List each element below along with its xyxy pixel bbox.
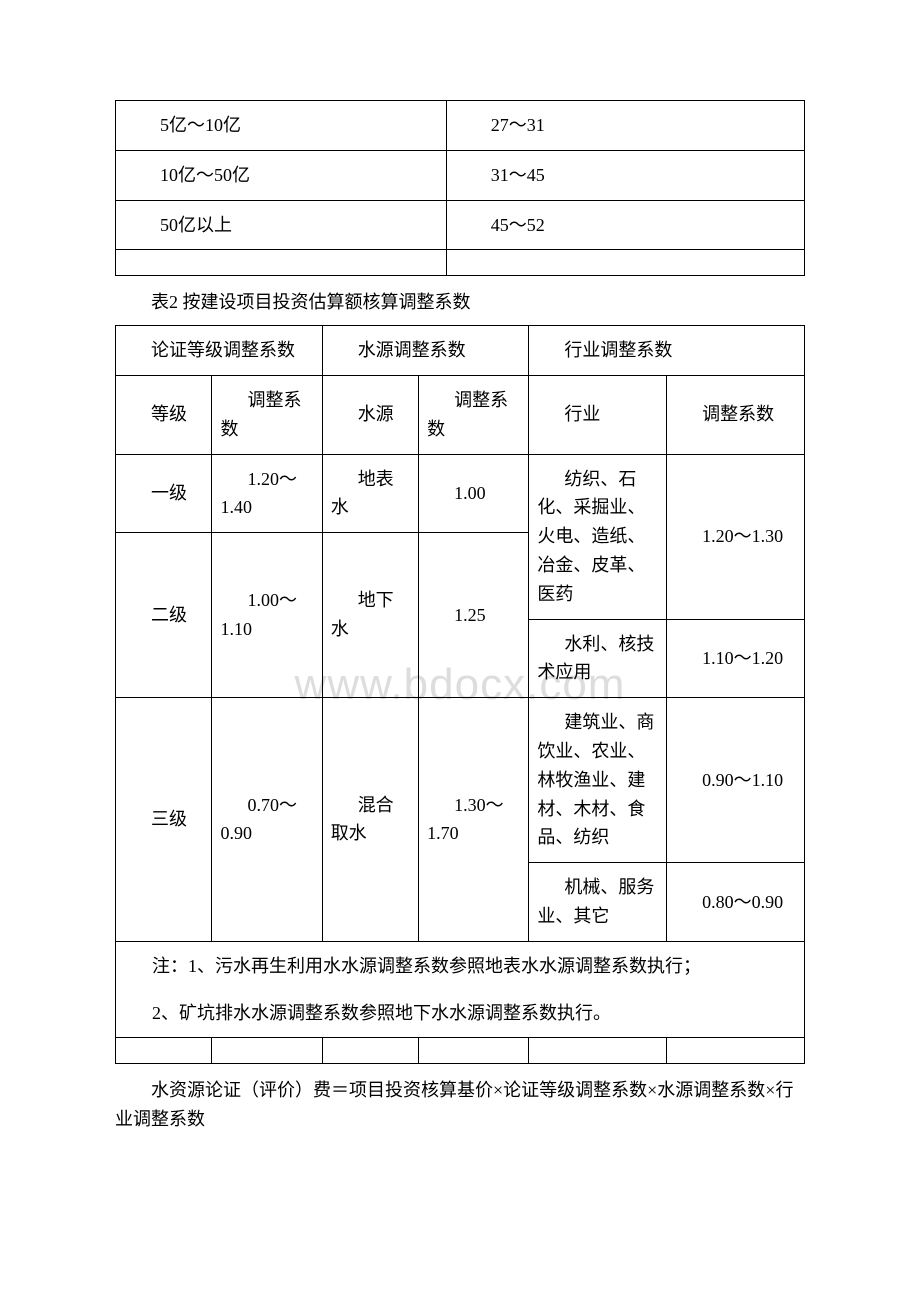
cell-footnote: 注：1、污水再生利用水水源调整系数参照地表水水源调整系数执行； 2、矿坑排水水源… [116,941,805,1038]
formula-text: 水资源论证（评价）费＝项目投资核算基价×论证等级调整系数×水源调整系数×行业调整… [115,1076,805,1134]
cell-empty [322,1038,418,1064]
header-group-source: 水源调整系数 [322,326,529,376]
header-industry-coef: 调整系数 [667,375,805,454]
cell-empty [212,1038,322,1064]
table-row-empty [116,250,805,276]
cell-source: 地下水 [322,533,418,698]
cell-industry: 机械、服务业、其它 [529,863,667,942]
document-body: 5亿～10亿 27～31 10亿～50亿 31～45 50亿以上 45～52 表… [115,100,805,1134]
cell-investment-range: 50亿以上 [116,200,447,250]
cell-industry-coef: 0.90～1.10 [667,698,805,863]
cell-source-coef: 1.00 [419,454,529,533]
cell-empty [116,1038,212,1064]
header-group-level: 论证等级调整系数 [116,326,323,376]
table-1: 5亿～10亿 27～31 10亿～50亿 31～45 50亿以上 45～52 [115,100,805,276]
table-row: 三级 0.70～0.90 混合取水 1.30～1.70 建筑业、商饮业、农业、林… [116,698,805,863]
cell-source: 地表水 [322,454,418,533]
table-row-empty [116,1038,805,1064]
cell-level-coef: 1.00～1.10 [212,533,322,698]
cell-level: 二级 [116,533,212,698]
header-source-coef: 调整系数 [419,375,529,454]
cell-industry: 纺织、石化、采掘业、火电、造纸、冶金、皮革、医药 [529,454,667,619]
table-footnote-row: 注：1、污水再生利用水水源调整系数参照地表水水源调整系数执行； 2、矿坑排水水源… [116,941,805,1038]
cell-industry-coef: 1.10～1.20 [667,619,805,698]
cell-value-range: 27～31 [446,101,804,151]
cell-value-range: 45～52 [446,200,804,250]
cell-level: 一级 [116,454,212,533]
header-source: 水源 [322,375,418,454]
table-header-sub-row: 等级 调整系数 水源 调整系数 行业 调整系数 [116,375,805,454]
header-level: 等级 [116,375,212,454]
cell-empty [419,1038,529,1064]
table-row: 10亿～50亿 31～45 [116,150,805,200]
cell-empty [667,1038,805,1064]
cell-industry-coef: 1.20～1.30 [667,454,805,619]
header-level-coef: 调整系数 [212,375,322,454]
header-group-industry: 行业调整系数 [529,326,805,376]
table-2-caption: 表2 按建设项目投资估算额核算调整系数 [115,288,805,317]
cell-level-coef: 0.70～0.90 [212,698,322,942]
header-industry: 行业 [529,375,667,454]
cell-empty [529,1038,667,1064]
cell-empty [446,250,804,276]
cell-empty [116,250,447,276]
cell-investment-range: 10亿～50亿 [116,150,447,200]
table-row: 一级 1.20～1.40 地表水 1.00 纺织、石化、采掘业、火电、造纸、冶金… [116,454,805,533]
footnote-line-1: 注：1、污水再生利用水水源调整系数参照地表水水源调整系数执行； [116,952,796,981]
cell-source: 混合取水 [322,698,418,942]
cell-source-coef: 1.25 [419,533,529,698]
cell-industry-coef: 0.80～0.90 [667,863,805,942]
cell-investment-range: 5亿～10亿 [116,101,447,151]
cell-value-range: 31～45 [446,150,804,200]
table-2: 论证等级调整系数 水源调整系数 行业调整系数 等级 调整系数 水源 调整系数 行… [115,325,805,1064]
table-header-group-row: 论证等级调整系数 水源调整系数 行业调整系数 [116,326,805,376]
cell-industry: 水利、核技术应用 [529,619,667,698]
cell-level: 三级 [116,698,212,942]
table-row: 5亿～10亿 27～31 [116,101,805,151]
cell-industry: 建筑业、商饮业、农业、林牧渔业、建材、木材、食品、纺织 [529,698,667,863]
footnote-line-2: 2、矿坑排水水源调整系数参照地下水水源调整系数执行。 [116,999,796,1028]
cell-level-coef: 1.20～1.40 [212,454,322,533]
table-row: 50亿以上 45～52 [116,200,805,250]
cell-source-coef: 1.30～1.70 [419,698,529,942]
